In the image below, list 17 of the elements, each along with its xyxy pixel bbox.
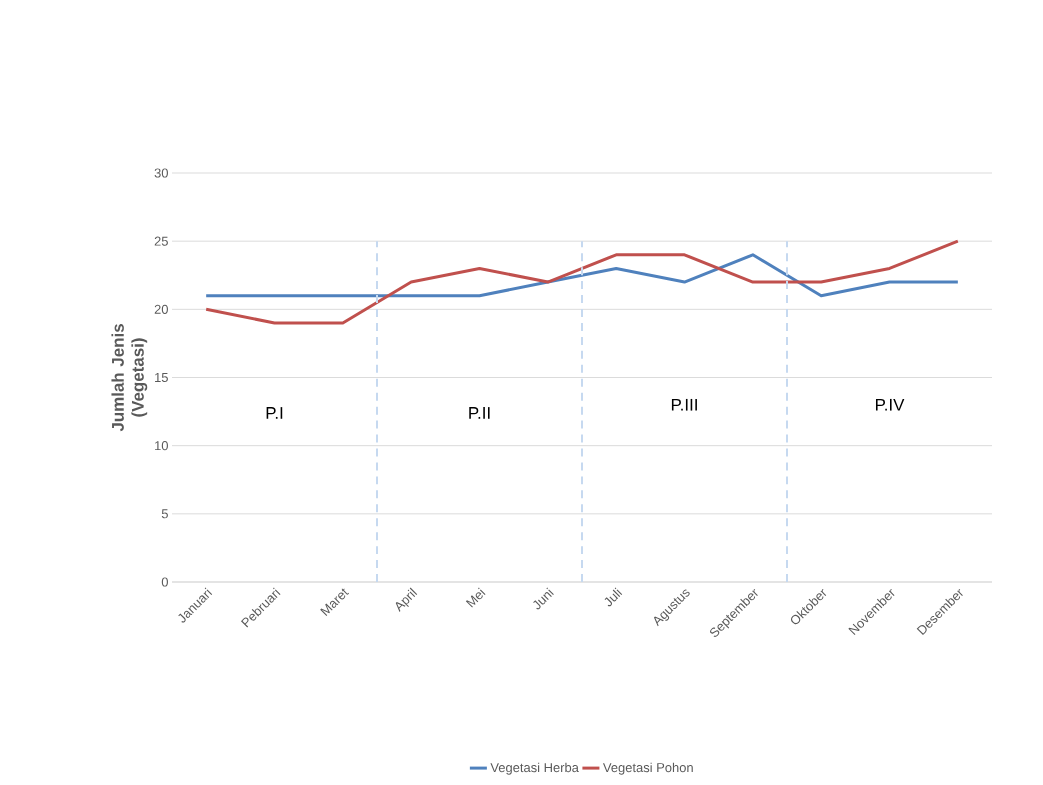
y-tick-label: 20 [154,304,168,314]
y-tick-label: 25 [154,236,168,246]
y-tick-label: 30 [154,168,168,178]
annotation: P.II [469,407,490,419]
y-axis-title: Jumlah Jenis (Vegetasi) [111,324,148,432]
annotation: P.I [266,407,283,419]
legend-label: Vegetasi Pohon [602,762,693,775]
x-tick-label: Juli [604,587,623,607]
legend-label: Vegetasi Herba [490,762,579,775]
y-tick-label: 5 [161,509,168,519]
line-series [204,239,960,325]
annotation: P.IV [875,398,905,411]
y-tick-label: 0 [161,577,168,587]
annotation: P.III [671,398,697,411]
y-tick-label: 10 [155,441,168,451]
x-tick-label: Mei [465,587,486,608]
y-tick-label: 15 [155,372,168,383]
